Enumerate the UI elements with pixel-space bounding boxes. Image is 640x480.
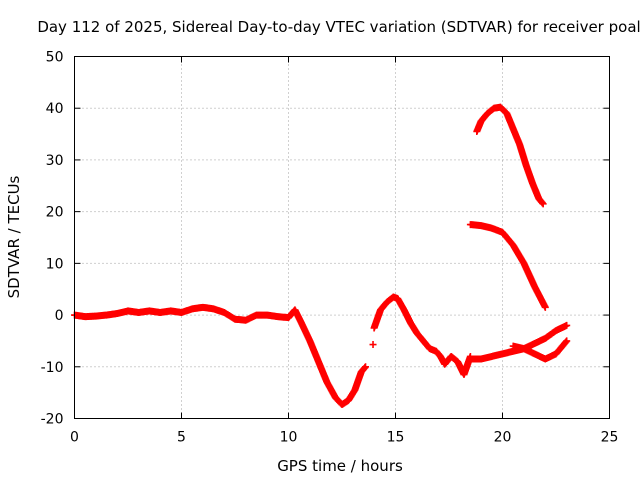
x-axis-label: GPS time / hours <box>277 457 403 475</box>
series-main-track <box>71 303 370 409</box>
series-recovery-track <box>370 293 474 379</box>
x-tick-label: 10 <box>280 430 298 446</box>
series-descending-branch <box>509 337 571 363</box>
data-point <box>369 341 377 349</box>
series-upper-arc <box>473 103 547 208</box>
x-tick-label: 20 <box>494 430 512 446</box>
data-points <box>71 103 571 409</box>
data-point <box>563 337 571 345</box>
grid-lines <box>74 56 610 419</box>
data-point <box>539 200 547 208</box>
y-tick-label: 50 <box>46 50 64 66</box>
y-tick-label: 10 <box>46 256 64 272</box>
y-tick-label: -20 <box>41 412 64 428</box>
y-tick-label: 0 <box>55 308 64 324</box>
y-tick-label: 40 <box>46 101 64 117</box>
series-middle-arc <box>466 221 549 311</box>
series-isolated-point <box>369 341 377 349</box>
y-tick-label: 20 <box>46 205 64 221</box>
y-axis-label: SDTVAR / TECUs <box>5 175 23 298</box>
data-point <box>362 363 370 371</box>
plot-frame <box>74 56 610 419</box>
chart-title: Day 112 of 2025, Sidereal Day-to-day VTE… <box>37 18 640 36</box>
x-tick-label: 0 <box>70 430 79 446</box>
y-tick-label: -10 <box>41 360 64 376</box>
x-tick-label: 5 <box>177 430 186 446</box>
data-point <box>541 303 549 311</box>
x-tick-label: 15 <box>387 430 405 446</box>
data-point <box>563 321 571 329</box>
x-tick-label: 25 <box>601 430 619 446</box>
y-tick-label: 30 <box>46 153 64 169</box>
